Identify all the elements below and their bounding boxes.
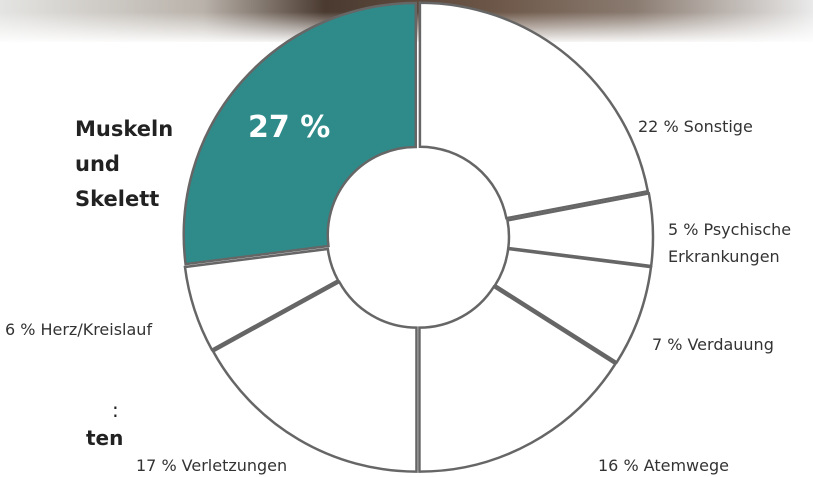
slice-label: 7 % Verdauung: [652, 331, 774, 358]
category-label: Sonstige: [684, 117, 753, 136]
value-label: 6 %: [5, 320, 35, 339]
category-label: Muskeln und Skelett: [75, 112, 175, 217]
slice-label: 17 % Verletzungen: [136, 452, 287, 477]
value-label: 7 %: [652, 335, 682, 354]
slice-label: 22 % Sonstige: [638, 113, 753, 140]
edge-text: ten: [86, 426, 123, 450]
category-label: Verdauung: [687, 335, 773, 354]
value-label: 16 %: [598, 456, 639, 475]
slice-label: 6 % Herz/Kreislauf: [5, 316, 152, 343]
category-label: Verletzungen: [182, 456, 288, 475]
value-label: 5 %: [668, 220, 698, 239]
page: 22 % Sonstige 5 %Psychische Erkrankungen 7 …: [0, 0, 813, 477]
slice-label: 16 % Atemwege: [598, 452, 729, 477]
edge-text: :: [112, 398, 119, 422]
category-label: Atemwege: [644, 456, 729, 475]
slice-label: 5 %Psychische Erkrankungen: [668, 216, 808, 270]
value-label: 17 %: [136, 456, 177, 475]
value-label: 22 %: [638, 117, 679, 136]
value-label: 27 %: [248, 110, 330, 145]
category-label: Herz/Kreislauf: [40, 320, 152, 339]
